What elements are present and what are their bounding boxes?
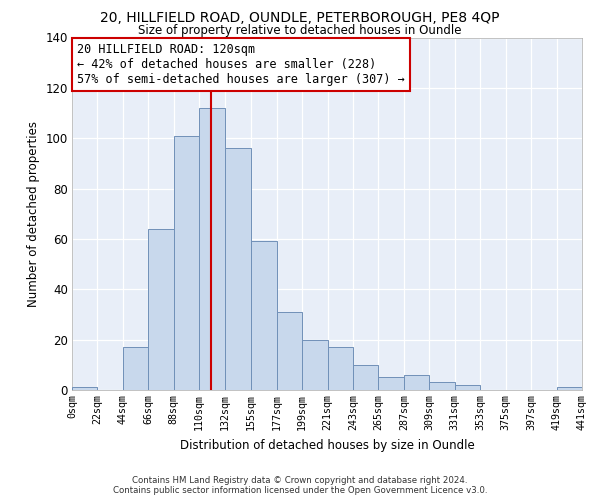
- Bar: [251, 242, 277, 390]
- Bar: [328, 347, 353, 390]
- Text: 20 HILLFIELD ROAD: 120sqm
← 42% of detached houses are smaller (228)
57% of semi: 20 HILLFIELD ROAD: 120sqm ← 42% of detac…: [77, 43, 405, 86]
- Text: Size of property relative to detached houses in Oundle: Size of property relative to detached ho…: [138, 24, 462, 37]
- Bar: [379, 378, 404, 390]
- Text: Contains HM Land Registry data © Crown copyright and database right 2024.
Contai: Contains HM Land Registry data © Crown c…: [113, 476, 487, 495]
- Text: 20, HILLFIELD ROAD, OUNDLE, PETERBOROUGH, PE8 4QP: 20, HILLFIELD ROAD, OUNDLE, PETERBOROUGH…: [100, 11, 500, 25]
- Bar: [455, 385, 480, 390]
- Bar: [174, 136, 199, 390]
- Bar: [277, 312, 302, 390]
- Y-axis label: Number of detached properties: Number of detached properties: [27, 120, 40, 306]
- Bar: [404, 375, 430, 390]
- Bar: [557, 388, 582, 390]
- Bar: [123, 347, 148, 390]
- Bar: [430, 382, 455, 390]
- Bar: [199, 108, 224, 390]
- X-axis label: Distribution of detached houses by size in Oundle: Distribution of detached houses by size …: [179, 438, 475, 452]
- Bar: [302, 340, 328, 390]
- Bar: [148, 229, 174, 390]
- Bar: [72, 388, 97, 390]
- Bar: [224, 148, 251, 390]
- Bar: [353, 365, 379, 390]
